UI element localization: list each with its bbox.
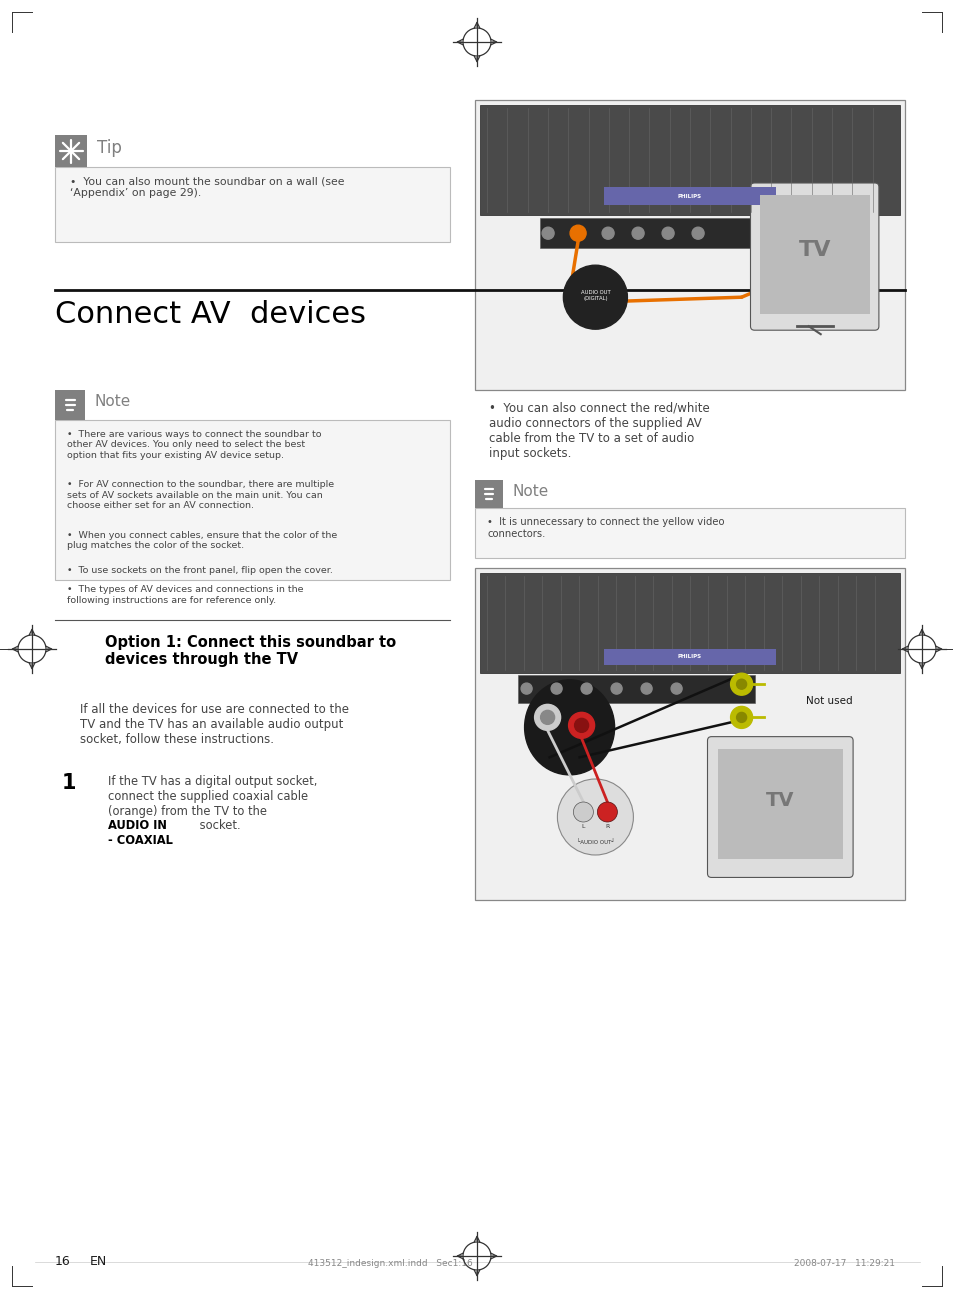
Circle shape	[563, 265, 627, 330]
Text: Connect AV  devices: Connect AV devices	[55, 300, 366, 328]
Text: EN: EN	[90, 1255, 107, 1268]
Circle shape	[580, 683, 592, 694]
FancyBboxPatch shape	[539, 218, 754, 248]
Text: TV: TV	[765, 790, 794, 810]
Circle shape	[601, 227, 614, 239]
Circle shape	[551, 683, 561, 694]
Circle shape	[520, 683, 532, 694]
Text: •  You can also connect the red/white
audio connectors of the supplied AV
cable : • You can also connect the red/white aud…	[489, 402, 709, 459]
FancyBboxPatch shape	[55, 167, 450, 241]
FancyBboxPatch shape	[717, 749, 842, 859]
Circle shape	[573, 802, 593, 822]
Text: •  To use sockets on the front panel, flip open the cover.: • To use sockets on the front panel, fli…	[67, 566, 333, 575]
Text: •  When you connect cables, ensure that the color of the
plug matches the color : • When you connect cables, ensure that t…	[67, 531, 337, 550]
FancyBboxPatch shape	[55, 421, 450, 580]
Circle shape	[640, 683, 652, 694]
Text: socket.: socket.	[195, 819, 240, 832]
Circle shape	[691, 227, 703, 239]
Text: Tip: Tip	[97, 139, 122, 157]
Ellipse shape	[524, 680, 614, 775]
Circle shape	[574, 718, 588, 732]
Text: R: R	[604, 824, 609, 829]
Circle shape	[557, 779, 633, 855]
Circle shape	[570, 225, 585, 241]
FancyBboxPatch shape	[603, 187, 775, 205]
Circle shape	[611, 683, 621, 694]
Circle shape	[534, 705, 560, 731]
Circle shape	[568, 713, 594, 739]
FancyBboxPatch shape	[603, 649, 775, 665]
FancyBboxPatch shape	[479, 572, 899, 672]
Circle shape	[541, 227, 554, 239]
Text: PHILIPS: PHILIPS	[678, 654, 701, 659]
FancyBboxPatch shape	[759, 195, 869, 314]
FancyBboxPatch shape	[475, 508, 904, 558]
Circle shape	[597, 802, 617, 822]
FancyBboxPatch shape	[55, 389, 85, 421]
FancyBboxPatch shape	[475, 100, 904, 389]
Text: •  The types of AV devices and connections in the
following instructions are for: • The types of AV devices and connection…	[67, 585, 303, 605]
Text: TV: TV	[798, 240, 830, 260]
FancyBboxPatch shape	[707, 737, 852, 877]
FancyBboxPatch shape	[55, 135, 87, 167]
Text: 16: 16	[55, 1255, 71, 1268]
FancyBboxPatch shape	[479, 105, 899, 215]
Text: └AUDIO OUT┘: └AUDIO OUT┘	[576, 839, 614, 845]
Text: •  You can also mount the soundbar on a wall (see
‘Appendix’ on page 29).: • You can also mount the soundbar on a w…	[70, 177, 344, 197]
Circle shape	[670, 683, 681, 694]
Text: PHILIPS: PHILIPS	[678, 193, 701, 199]
Text: •  It is unnecessary to connect the yellow video
connectors.: • It is unnecessary to connect the yello…	[486, 517, 723, 539]
Text: Note: Note	[95, 395, 132, 409]
FancyBboxPatch shape	[475, 480, 502, 508]
FancyBboxPatch shape	[750, 183, 878, 330]
Text: If the TV has a digital output socket,
connect the supplied coaxial cable
(orang: If the TV has a digital output socket, c…	[108, 775, 317, 818]
Text: AUDIO OUT
(DIGITAL): AUDIO OUT (DIGITAL)	[580, 289, 610, 301]
FancyBboxPatch shape	[517, 675, 754, 702]
Circle shape	[730, 674, 752, 696]
Text: Option 1: Connect this soundbar to
devices through the TV: Option 1: Connect this soundbar to devic…	[105, 635, 395, 667]
Text: •  There are various ways to connect the soundbar to
other AV devices. You only : • There are various ways to connect the …	[67, 430, 321, 459]
Text: If all the devices for use are connected to the
TV and the TV has an available a: If all the devices for use are connected…	[80, 704, 349, 746]
Text: •  For AV connection to the soundbar, there are multiple
sets of AV sockets avai: • For AV connection to the soundbar, the…	[67, 480, 334, 510]
Text: 413512_indesign.xml.indd   Sec1:16: 413512_indesign.xml.indd Sec1:16	[307, 1259, 472, 1268]
Text: 2008-07-17   11:29:21: 2008-07-17 11:29:21	[793, 1259, 894, 1268]
Text: L: L	[581, 824, 584, 829]
Circle shape	[736, 713, 746, 723]
Circle shape	[661, 227, 674, 239]
Text: Note: Note	[513, 484, 549, 498]
Text: AUDIO IN
- COAXIAL: AUDIO IN - COAXIAL	[108, 819, 172, 848]
Circle shape	[540, 710, 554, 724]
Circle shape	[632, 227, 643, 239]
Text: Not used: Not used	[805, 696, 852, 706]
FancyBboxPatch shape	[475, 569, 904, 900]
Circle shape	[572, 227, 583, 239]
Text: 1: 1	[62, 774, 76, 793]
Circle shape	[736, 679, 746, 689]
Circle shape	[730, 706, 752, 728]
